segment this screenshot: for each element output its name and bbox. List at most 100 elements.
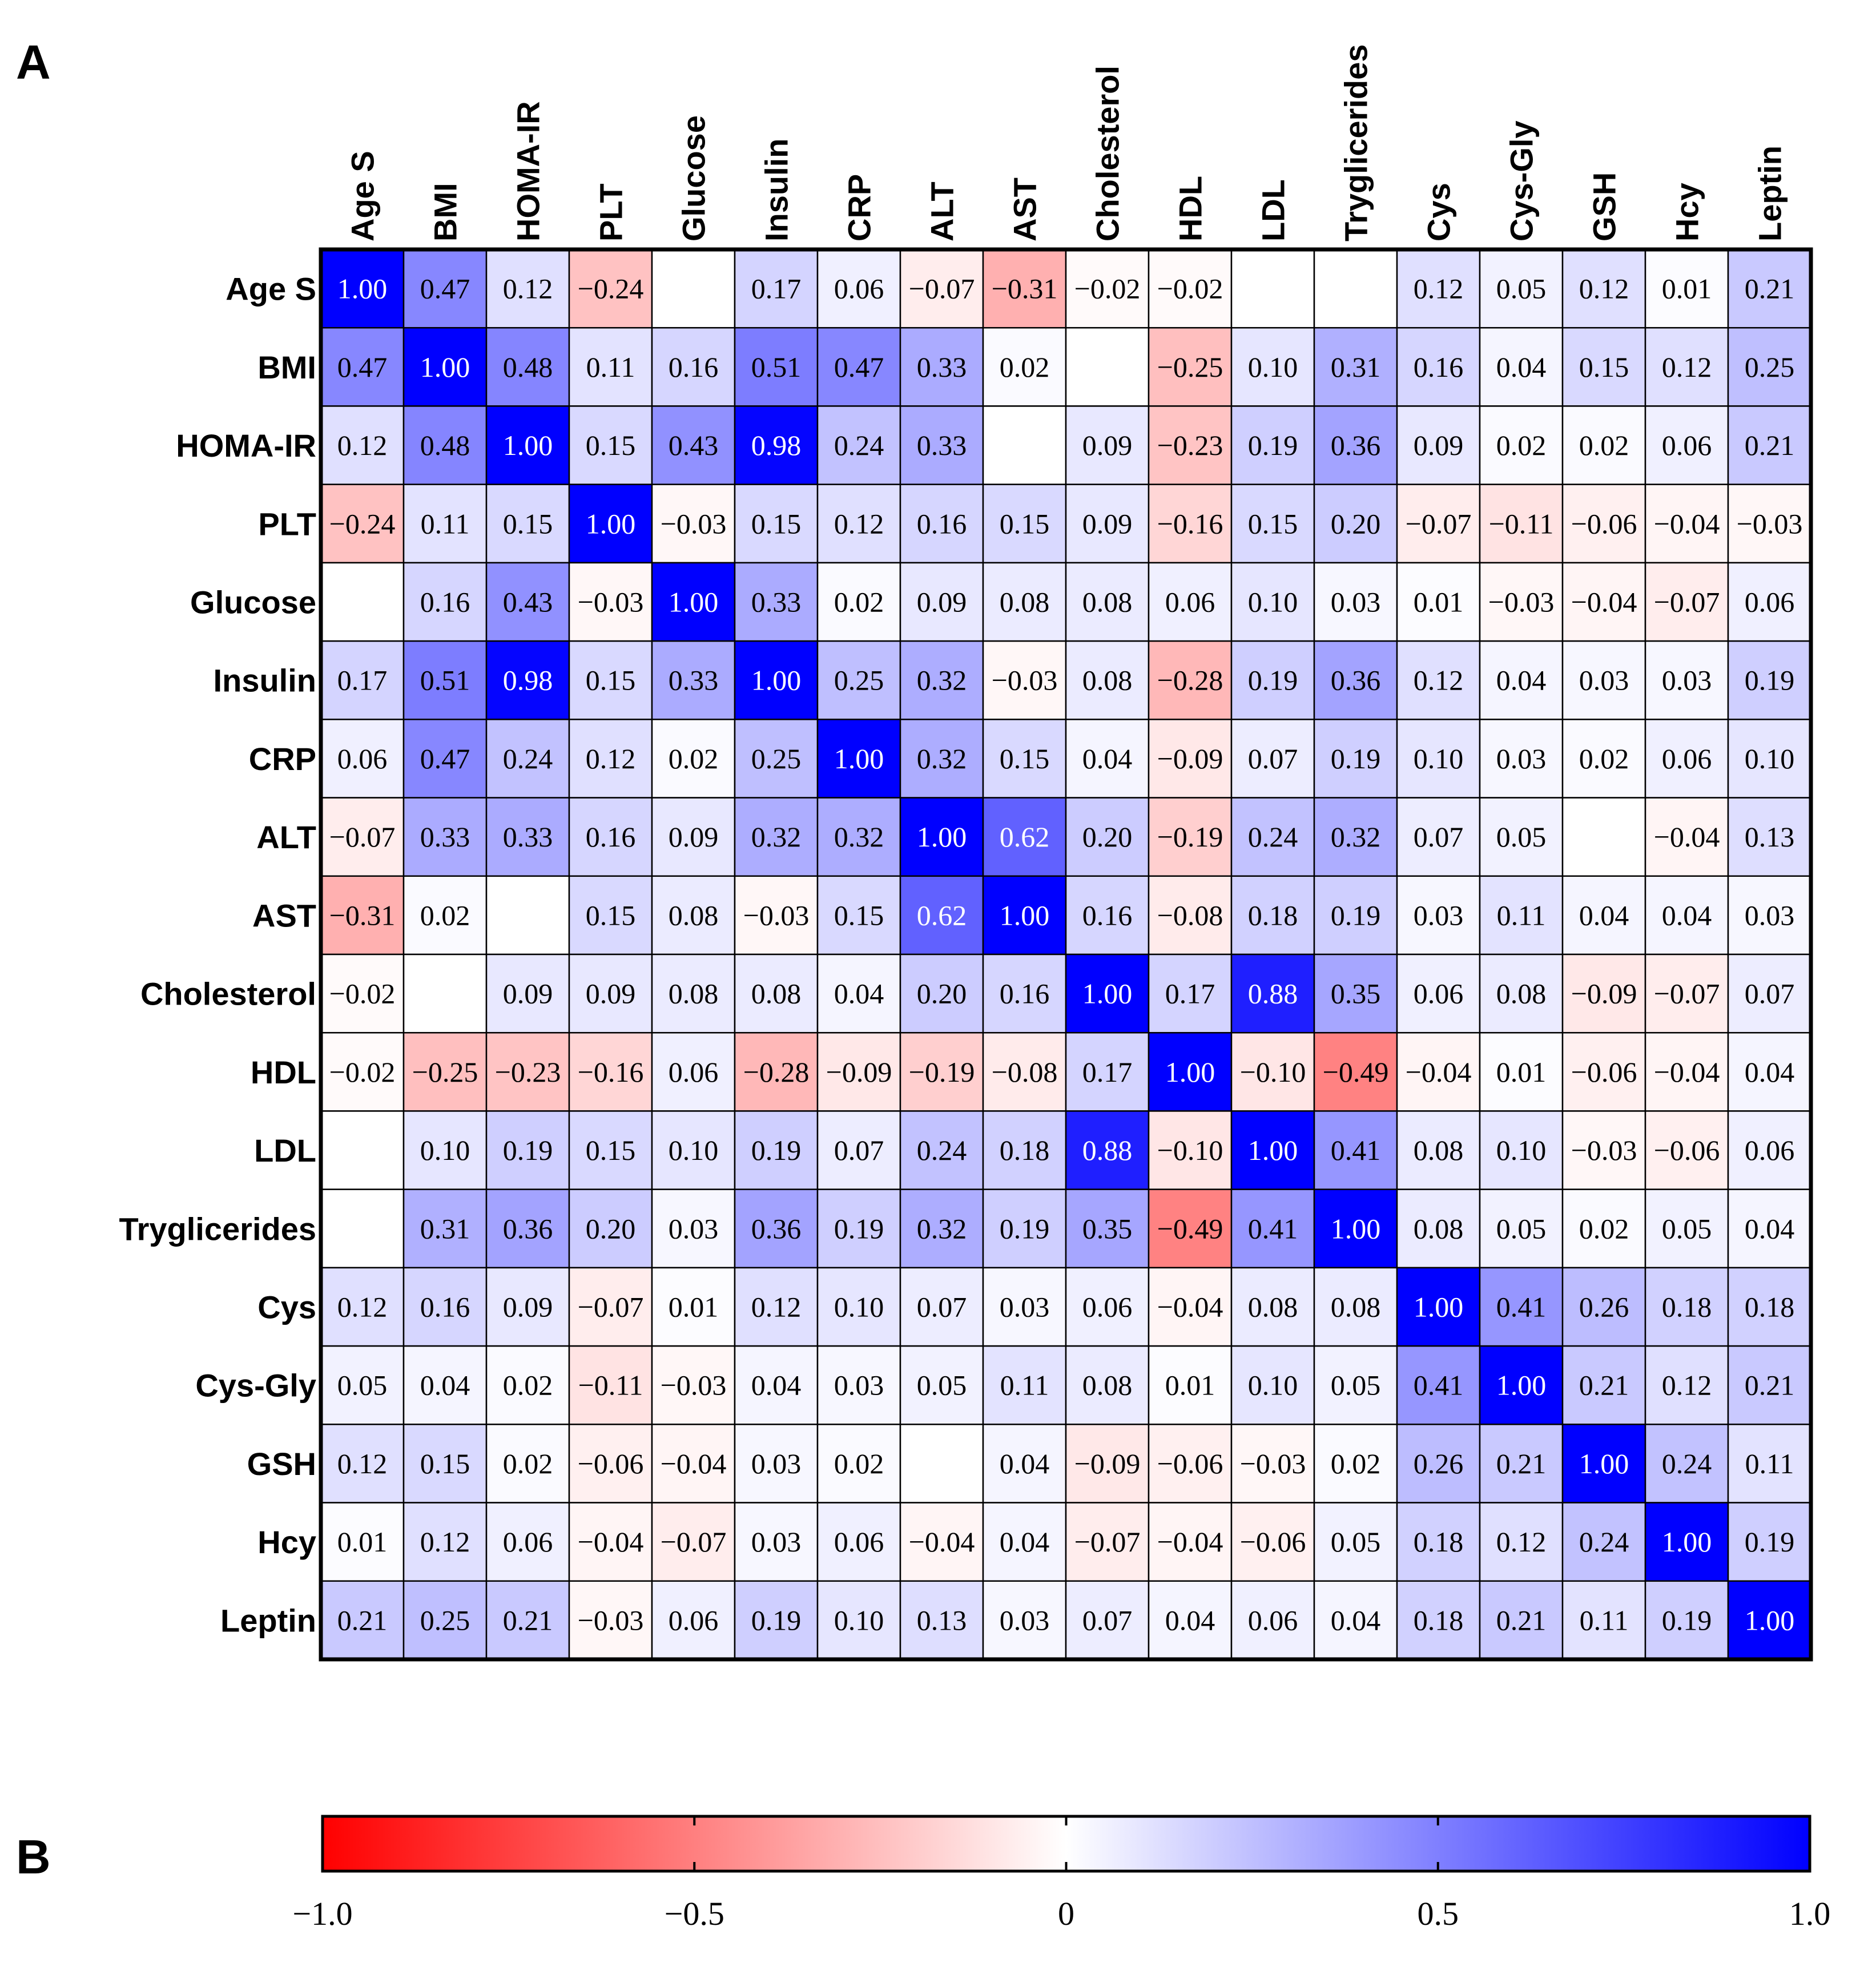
cell-value-label: 0.21 xyxy=(1745,273,1795,305)
cell-value-label: 0.04 xyxy=(1662,899,1712,931)
cell-value-label: −0.03 xyxy=(1240,1448,1306,1480)
heatmap-cell xyxy=(899,1110,984,1190)
cell-value-label: 0.08 xyxy=(669,978,719,1010)
cell-value-label: 0.33 xyxy=(503,821,553,853)
cell-value-label: 1.00 xyxy=(1414,1291,1464,1323)
cell-value-label: 0.24 xyxy=(1579,1526,1629,1558)
cell-value-label: 0.51 xyxy=(751,351,802,383)
cell-value-label: 0.09 xyxy=(1414,429,1464,461)
cell-value-label: −0.02 xyxy=(1074,273,1141,305)
heatmap-cell xyxy=(816,1267,901,1347)
cell-value-label: −0.06 xyxy=(1571,507,1637,539)
cell-value-label: −0.03 xyxy=(578,1604,644,1636)
cell-value-label: 0.32 xyxy=(917,1212,967,1244)
heatmap-cell xyxy=(982,562,1067,642)
heatmap-cell xyxy=(816,405,901,485)
cell-value-label: 1.00 xyxy=(1165,1056,1215,1088)
cell-value-label: 1.00 xyxy=(1248,1134,1298,1166)
cell-value-label: 0.09 xyxy=(503,978,553,1010)
cell-value-label: −0.07 xyxy=(1654,586,1720,618)
column-label: ALT xyxy=(924,182,960,241)
heatmap-cell xyxy=(1479,953,1564,1034)
cell-value-label: 0.08 xyxy=(669,899,719,931)
heatmap-border xyxy=(319,247,1813,1662)
heatmap-cell xyxy=(1148,640,1233,720)
cell-value-label: 0.02 xyxy=(1579,743,1629,775)
heatmap-cell xyxy=(485,1110,570,1190)
cell-value-label: 0.12 xyxy=(420,1526,470,1558)
cell-value-label: 0.01 xyxy=(669,1291,719,1323)
cell-value-label: 0.02 xyxy=(1000,351,1050,383)
cell-value-label: 0.09 xyxy=(917,586,967,618)
cell-value-label: −0.16 xyxy=(1157,507,1223,539)
heatmap-cell xyxy=(485,562,570,642)
column-label: Cys-Gly xyxy=(1504,120,1540,241)
cell-value-label: 0.07 xyxy=(917,1291,967,1323)
cell-value-label: 0.02 xyxy=(669,743,719,775)
cell-value-label: 0.19 xyxy=(751,1134,802,1166)
heatmap-cell xyxy=(1479,1188,1564,1269)
heatmap-cell xyxy=(1396,953,1481,1034)
cell-value-label: 0.04 xyxy=(1496,664,1547,696)
cell-value-label: 0.06 xyxy=(1414,978,1464,1010)
heatmap-cell xyxy=(1727,1345,1812,1425)
cell-value-label: 0.62 xyxy=(1000,821,1050,853)
cell-value-label: 0.35 xyxy=(1082,1212,1133,1244)
row-label: Hcy xyxy=(257,1524,316,1560)
heatmap-cell xyxy=(568,1424,653,1504)
cell-value-label: −0.03 xyxy=(1737,507,1803,539)
cell-value-label: −0.31 xyxy=(329,899,396,931)
row-label: LDL xyxy=(254,1132,316,1168)
heatmap-cell xyxy=(1727,719,1812,799)
cell-value-label: −0.09 xyxy=(826,1056,892,1088)
heatmap-cell xyxy=(1479,248,1564,329)
cell-value-label: 0.21 xyxy=(1579,1369,1629,1401)
heatmap-cell xyxy=(402,875,488,956)
cell-value-label: 0.08 xyxy=(751,978,802,1010)
cell-value-label: 0.02 xyxy=(834,586,884,618)
cell-value-label: −0.07 xyxy=(661,1526,727,1558)
cell-value-label: 0.03 xyxy=(1579,664,1629,696)
cell-value-label: −0.24 xyxy=(578,273,644,305)
cell-value-label: 1.00 xyxy=(1745,1604,1795,1636)
heatmap-cell xyxy=(734,1267,819,1347)
cell-value-label: 0.03 xyxy=(1662,664,1712,696)
cell-value-label: 0.12 xyxy=(834,507,884,539)
cell-value-label: 1.00 xyxy=(1496,1369,1547,1401)
heatmap-cell xyxy=(1561,1031,1646,1112)
cell-value-label: −0.31 xyxy=(992,273,1058,305)
row-label: Cholesterol xyxy=(140,976,316,1012)
heatmap-cell xyxy=(816,797,901,877)
cell-value-label: 0.32 xyxy=(751,821,802,853)
heatmap-cell xyxy=(651,1188,736,1269)
colorbar-tick-label: 1.0 xyxy=(1789,1895,1831,1932)
heatmap-cell xyxy=(816,1110,901,1190)
cell-value-label: 0.08 xyxy=(1331,1291,1381,1323)
heatmap-cell xyxy=(1644,1345,1729,1425)
colorbar-tick-label: −0.5 xyxy=(665,1895,724,1932)
cell-value-label: 1.00 xyxy=(834,743,884,775)
heatmap-cell xyxy=(1561,1267,1646,1347)
heatmap-cell xyxy=(651,1502,736,1582)
heatmap-cell xyxy=(899,1502,984,1582)
cell-value-label: 0.11 xyxy=(421,507,470,539)
cell-value-label: −0.19 xyxy=(909,1056,975,1088)
cell-value-label: 0.43 xyxy=(503,586,553,618)
heatmap-cell xyxy=(816,327,901,407)
heatmap-cell xyxy=(1561,640,1646,720)
heatmap-cell xyxy=(1313,640,1398,720)
cell-value-label: −0.03 xyxy=(992,664,1058,696)
cell-value-label: 0.03 xyxy=(1000,1604,1050,1636)
cell-value-label: 1.00 xyxy=(669,586,719,618)
cell-value-label: 1.00 xyxy=(1662,1526,1712,1558)
column-label: Glucose xyxy=(676,115,712,241)
cell-value-label: 1.00 xyxy=(503,429,553,461)
cell-value-label: −0.10 xyxy=(1240,1056,1306,1088)
cell-value-label: 0.04 xyxy=(1082,743,1133,775)
cell-value-label: −0.49 xyxy=(1323,1056,1389,1088)
heatmap-cell xyxy=(982,405,1067,485)
heatmap-cell xyxy=(1561,1345,1646,1425)
cell-value-label: 0.41 xyxy=(1331,1134,1381,1166)
cell-value-label: 0.06 xyxy=(337,743,388,775)
heatmap-cell xyxy=(651,1031,736,1112)
